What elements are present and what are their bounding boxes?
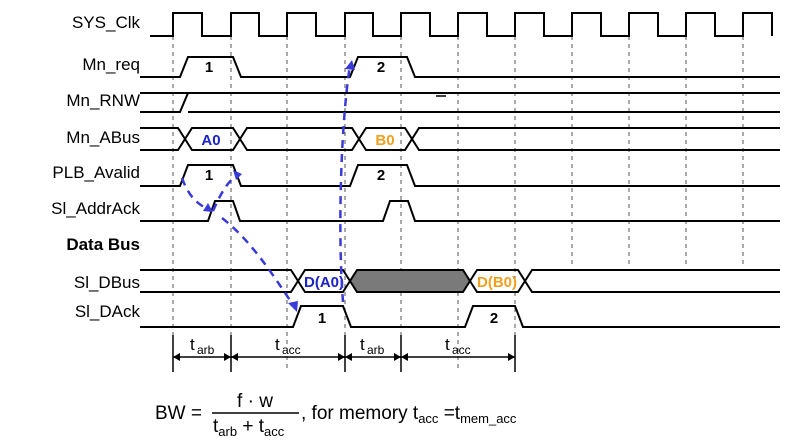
label-plb-avalid: PLB_Avalid: [52, 163, 140, 182]
mn-req-pulse-1: 1: [205, 59, 213, 76]
plb-avalid-pulse-1: 1: [205, 167, 213, 184]
svg-text:t: t: [190, 335, 195, 354]
arrowhead: [345, 60, 355, 70]
sl-dack-pulse-2: 2: [490, 310, 498, 327]
label-mn-req: Mn_req: [82, 55, 140, 74]
label-sys-clk: SYS_Clk: [72, 13, 141, 32]
label-mn-abus: Mn_ABus: [66, 128, 140, 147]
t-acc-label-1: t acc: [275, 335, 301, 357]
plb-avalid-pulse-2: 2: [377, 167, 385, 184]
arrow-addrack-to-dack: [221, 217, 297, 309]
sl-dbus-d-a0: D(A0): [304, 274, 344, 291]
svg-text:t: t: [445, 335, 450, 354]
arrow-dack-to-req: [339, 64, 352, 303]
dependency-arrows: [180, 60, 355, 312]
sl-dack-pulse-1: 1: [318, 310, 326, 327]
arrowhead: [203, 203, 213, 212]
formula-bw: BW =: [155, 403, 202, 424]
svg-text:arb: arb: [197, 343, 215, 357]
bandwidth-formula: BW = f · w tarb + tacc , for memory tacc…: [155, 391, 517, 439]
sl-addrack-waveform: [140, 200, 780, 222]
sl-dbus-d-b0: D(B0): [477, 274, 517, 291]
label-data-bus: Data Bus: [66, 235, 140, 254]
arrowhead: [233, 170, 242, 180]
signal-labels: SYS_Clk Mn_req Mn_RNW Mn_ABus PLB_Avalid…: [51, 13, 140, 321]
mn-abus-a0: A0: [201, 132, 220, 149]
arrow-addrack-to-avalid: [211, 173, 239, 212]
sl-dack-waveform: [140, 305, 780, 328]
mn-rnw-waveform: [140, 92, 780, 113]
arrowhead: [288, 301, 298, 312]
label-sl-addrack: Sl_AddrAck: [51, 199, 140, 218]
svg-text:acc: acc: [282, 343, 301, 357]
formula-suffix: , for memory tacc =tmem_acc: [301, 403, 517, 426]
mn-req-pulse-2: 2: [377, 59, 385, 76]
label-sl-dack: Sl_DAck: [75, 302, 141, 321]
sys-clk-waveform: [150, 12, 773, 37]
label-sl-dbus: Sl_DBus: [74, 273, 140, 292]
sl-dbus-waveform: [140, 269, 780, 293]
formula-numerator: f · w: [237, 391, 273, 412]
svg-text:acc: acc: [452, 343, 471, 357]
timing-dimensions: [172, 335, 516, 372]
svg-text:t: t: [360, 335, 365, 354]
label-mn-rnw: Mn_RNW: [66, 91, 140, 110]
t-arb-label-2: t arb: [360, 335, 385, 357]
t-acc-label-2: t acc: [445, 335, 471, 357]
mn-abus-b0: B0: [375, 132, 394, 149]
svg-text:t: t: [275, 335, 280, 354]
t-arb-label-1: t arb: [190, 335, 215, 357]
mn-req-waveform: [140, 56, 780, 78]
plb-avalid-waveform: [140, 164, 780, 187]
clock-edge-gridlines: [172, 36, 744, 372]
formula-denominator: tarb + tacc: [213, 416, 285, 439]
sl-dbus-shaded-block: [348, 269, 472, 293]
svg-text:arb: arb: [367, 343, 385, 357]
mn-abus-waveform: [140, 127, 780, 151]
